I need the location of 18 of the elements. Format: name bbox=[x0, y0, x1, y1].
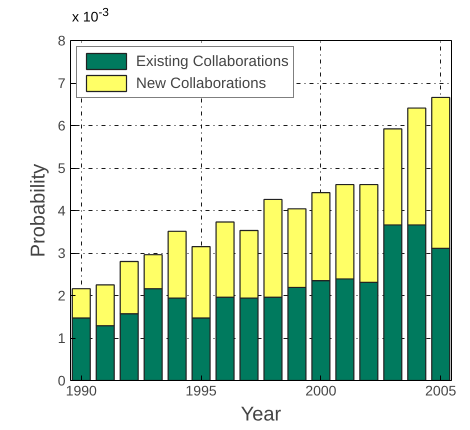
x-tick-label: 2000 bbox=[305, 382, 337, 398]
x-tick-label: 2005 bbox=[425, 382, 457, 398]
y-tick-label: 2 bbox=[58, 288, 66, 304]
y-tick-label: 1 bbox=[58, 330, 66, 346]
y-tick-label: 3 bbox=[58, 245, 66, 261]
y-tick-label: 0 bbox=[58, 372, 66, 388]
y-tick-label: 5 bbox=[58, 160, 66, 176]
y-tick-label: 7 bbox=[58, 75, 66, 91]
y-tick-label: 6 bbox=[58, 118, 66, 134]
y-tick-label: 4 bbox=[58, 202, 66, 218]
x-tick-label: 1995 bbox=[186, 382, 217, 398]
x-axis-title: Year bbox=[240, 404, 282, 426]
text: x 10$^{-3}$ bbox=[72, 5, 109, 27]
legend-label: New Collaborations bbox=[136, 74, 266, 92]
y-axis-title: Probability bbox=[28, 164, 50, 258]
y-tick-label: 8 bbox=[58, 32, 66, 48]
x-tick-label: 1990 bbox=[66, 382, 98, 398]
legend-label: Existing Collaborations bbox=[136, 52, 289, 70]
